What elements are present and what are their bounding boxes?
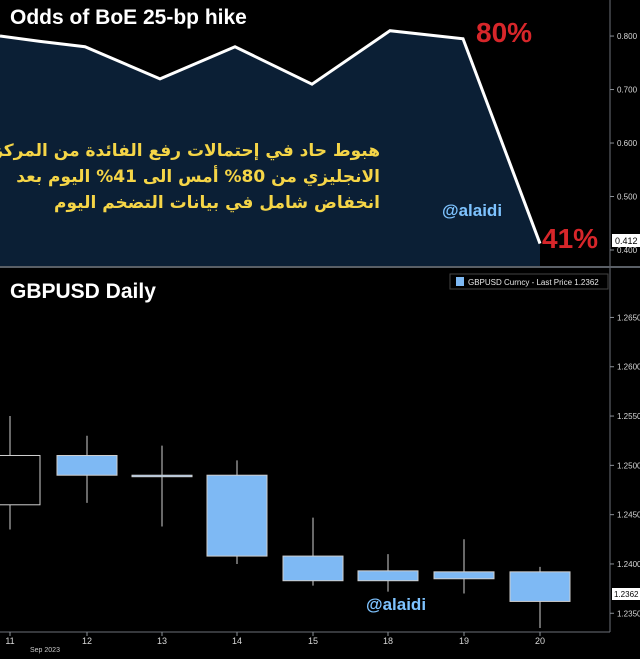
last-value-label: 1.2362 (614, 590, 639, 599)
watermark: @alaidi (366, 595, 426, 614)
low-label: 41% (542, 223, 598, 254)
legend-swatch (456, 277, 464, 286)
panel-divider (0, 266, 640, 268)
y-tick-label: 0.400 (617, 246, 638, 255)
y-axis-ticks: 1.2650 1.2600 1.2550 1.2500 1.2450 1.2400 1.23… (610, 313, 640, 618)
y-tick-label: 1.2600 (617, 363, 640, 372)
last-value-badge (612, 588, 640, 600)
x-tick-label: 18 (383, 636, 393, 646)
x-tick-label: 20 (535, 636, 545, 646)
boe-odds-chart: 0.800 0.700 0.600 0.500 0.400 0.412 Odds of … (0, 0, 640, 266)
legend-box (449, 273, 609, 290)
y-axis-ticks: 0.800 0.700 0.600 0.500 0.400 (610, 32, 638, 255)
candle-body (433, 571, 495, 580)
x-tick-label: 12 (82, 636, 92, 646)
y-tick-label: 1.2650 (617, 313, 640, 322)
chart-title: GBPUSD Daily (10, 280, 156, 303)
legend-label: GBPUSD Curncy - Last Price 1.2362 (468, 278, 599, 287)
arabic-note: هبوط حاد في إحتمالات رفع الفائدة من المر… (0, 138, 380, 216)
candle-body (56, 454, 118, 476)
y-tick-label: 0.700 (617, 86, 638, 95)
arabic-note-line: هبوط حاد في إحتمالات رفع الفائدة من المر… (0, 141, 380, 161)
x-tick-label: 14 (232, 636, 242, 646)
candle-body (357, 570, 419, 582)
candle-body (509, 571, 571, 602)
odds-line (0, 29, 542, 245)
y-tick-label: 0.600 (617, 139, 638, 148)
arabic-note-line: الانجليزي من 80% أمس الى 41% اليوم بعد (16, 167, 380, 187)
odds-area (0, 30, 540, 266)
candle-body (0, 454, 41, 506)
candle-body (131, 474, 193, 478)
x-sublabel: Sep 2023 (30, 647, 60, 654)
high-label: 80% (476, 17, 532, 48)
candle-body (282, 555, 344, 582)
gbpusd-panel: GBPUSD Daily GBPUSD Curncy - Last Price … (0, 268, 640, 654)
last-value-badge (612, 234, 640, 247)
boe-odds-panel: 0.800 0.700 0.600 0.500 0.400 0.412 Odds of … (0, 0, 640, 266)
y-tick-label: 1.2350 (617, 609, 640, 618)
y-tick-label: 1.2400 (617, 560, 640, 569)
x-tick-label: 11 (5, 636, 14, 646)
candles (0, 416, 571, 629)
candle-body (206, 474, 268, 557)
arabic-note-line: انخفاض شامل في بيانات التضخم اليوم (54, 193, 380, 213)
x-axis-ticks: 11 12 13 14 15 18 19 20 (5, 632, 545, 646)
x-tick-label: 13 (157, 636, 167, 646)
watermark: @alaidi (442, 201, 502, 220)
y-tick-label: 1.2550 (617, 412, 640, 421)
last-value-label: 0.412 (615, 236, 638, 246)
chart-title: Odds of BoE 25-bp hike (10, 6, 247, 29)
x-tick-label: 19 (459, 636, 469, 646)
gbpusd-chart: GBPUSD Daily GBPUSD Curncy - Last Price … (0, 268, 640, 654)
y-tick-label: 1.2500 (617, 461, 640, 470)
y-tick-label: 0.800 (617, 32, 638, 41)
y-tick-label: 0.500 (617, 193, 638, 202)
x-tick-label: 15 (308, 636, 318, 646)
y-tick-label: 1.2450 (617, 511, 640, 520)
